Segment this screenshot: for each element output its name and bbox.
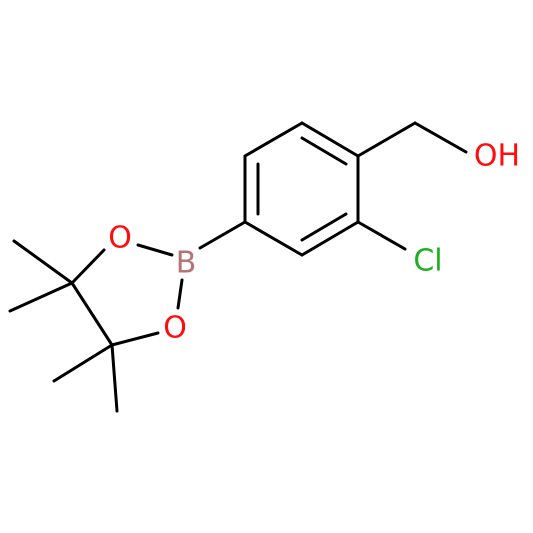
atom-label: O (163, 311, 187, 346)
bond (52, 343, 114, 383)
bond (136, 243, 174, 257)
bond (198, 220, 247, 250)
bond (176, 278, 184, 310)
bond (356, 121, 417, 158)
double-bond (300, 136, 348, 166)
atom-label: Cl (413, 244, 442, 279)
atom-label: O (108, 221, 132, 256)
bond (300, 220, 360, 257)
bond (12, 239, 74, 285)
atom-label: B (176, 246, 197, 281)
double-bond (300, 212, 348, 242)
bond (70, 281, 114, 347)
bond (110, 343, 119, 413)
bond (70, 248, 106, 285)
bond (243, 220, 304, 257)
bond (356, 220, 407, 251)
bond (243, 121, 304, 158)
bond (413, 121, 468, 154)
bond (8, 281, 74, 313)
atom-label: OH (474, 139, 520, 174)
bond (300, 121, 360, 158)
bonds (8, 121, 468, 413)
bond (110, 331, 160, 347)
